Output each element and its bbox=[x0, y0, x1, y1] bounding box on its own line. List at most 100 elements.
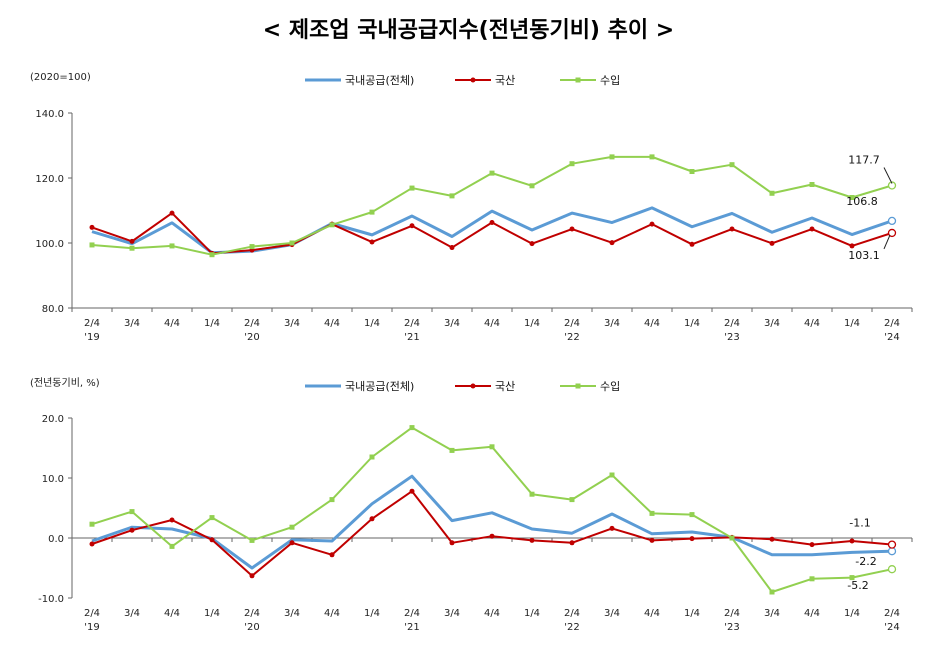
data-point bbox=[329, 222, 335, 228]
x-tick-label: 4/4 bbox=[164, 608, 180, 619]
data-point bbox=[369, 516, 375, 522]
x-tick-label: 3/4 bbox=[444, 608, 460, 619]
data-point bbox=[449, 245, 455, 251]
data-point bbox=[249, 537, 255, 543]
x-tick-label: 2/4 bbox=[564, 608, 580, 619]
data-point bbox=[289, 240, 295, 246]
data-point bbox=[89, 521, 95, 527]
data-point bbox=[809, 226, 815, 232]
data-point bbox=[129, 245, 135, 251]
data-point bbox=[369, 209, 375, 215]
data-point bbox=[649, 221, 655, 227]
data-label-leader bbox=[883, 167, 893, 184]
data-point bbox=[689, 241, 695, 247]
data-point bbox=[289, 540, 295, 546]
legend-marker bbox=[470, 383, 476, 389]
x-tick-label: 1/4 bbox=[364, 608, 380, 619]
x-tick-label: 1/4 bbox=[204, 608, 220, 619]
data-point bbox=[369, 239, 375, 245]
x-tick-label: 2/4 bbox=[884, 318, 900, 329]
year-label: '23 bbox=[724, 622, 739, 633]
x-tick-label: 1/4 bbox=[524, 608, 540, 619]
data-label: 103.1 bbox=[848, 249, 880, 262]
y-tick-label: 140.0 bbox=[35, 109, 64, 120]
unit-label: (전년동기비, %) bbox=[30, 377, 100, 389]
y-tick-label: -10.0 bbox=[38, 594, 64, 605]
x-tick-label: 3/4 bbox=[764, 608, 780, 619]
data-point bbox=[769, 240, 775, 246]
data-point-last bbox=[887, 228, 897, 238]
series-line bbox=[91, 426, 893, 593]
data-point bbox=[689, 169, 695, 174]
year-label: '20 bbox=[244, 332, 259, 343]
data-point bbox=[729, 162, 735, 168]
page-title: < 제조업 국내공급지수(전년동기비) 추이 > bbox=[262, 18, 675, 43]
legend-marker bbox=[470, 77, 476, 83]
series-import bbox=[89, 154, 897, 258]
data-point bbox=[649, 537, 655, 543]
data-point bbox=[769, 536, 775, 542]
data-point bbox=[489, 444, 495, 450]
y-tick-label: 0.0 bbox=[48, 534, 64, 545]
x-tick-label: 4/4 bbox=[804, 318, 820, 329]
legend-item-import: 수입 bbox=[560, 380, 620, 393]
data-point bbox=[649, 154, 655, 160]
data-point bbox=[289, 524, 295, 530]
year-label: '22 bbox=[564, 622, 579, 633]
legend-label: 수입 bbox=[600, 380, 620, 393]
data-point bbox=[409, 488, 415, 494]
unit-label: (2020=100) bbox=[30, 72, 91, 83]
data-point bbox=[409, 185, 415, 191]
year-label: '23 bbox=[724, 332, 739, 343]
data-point bbox=[129, 509, 135, 515]
data-point bbox=[809, 576, 815, 582]
data-point bbox=[849, 243, 855, 249]
y-tick-label: 100.0 bbox=[35, 239, 64, 250]
data-point bbox=[569, 497, 575, 503]
x-tick-label: 1/4 bbox=[844, 608, 860, 619]
year-label: '24 bbox=[884, 332, 899, 343]
x-tick-label: 2/4 bbox=[84, 608, 100, 619]
legend-marker bbox=[575, 383, 581, 389]
x-tick-label: 1/4 bbox=[844, 318, 860, 329]
data-point bbox=[409, 223, 415, 229]
x-tick-label: 3/4 bbox=[764, 318, 780, 329]
data-point bbox=[329, 497, 335, 503]
year-label: '22 bbox=[564, 332, 579, 343]
y-tick-label: 120.0 bbox=[35, 174, 64, 185]
data-point bbox=[489, 533, 495, 539]
data-label: 117.7 bbox=[848, 153, 880, 166]
legend-label: 국산 bbox=[495, 74, 515, 87]
year-label: '19 bbox=[84, 622, 99, 633]
x-tick-label: 2/4 bbox=[724, 608, 740, 619]
legend-item-domestic_product: 국산 bbox=[455, 380, 515, 393]
x-tick-label: 4/4 bbox=[484, 608, 500, 619]
data-point bbox=[569, 226, 575, 232]
x-tick-label: 2/4 bbox=[404, 608, 420, 619]
data-point bbox=[129, 527, 135, 533]
data-point bbox=[809, 182, 815, 187]
data-point bbox=[369, 454, 375, 460]
data-point bbox=[609, 525, 615, 531]
data-point bbox=[649, 510, 655, 516]
data-point bbox=[849, 195, 855, 200]
x-tick-label: 4/4 bbox=[324, 318, 340, 329]
data-point bbox=[609, 472, 615, 478]
data-point bbox=[489, 220, 495, 226]
series-line bbox=[91, 206, 893, 255]
legend-label: 국산 bbox=[495, 380, 515, 393]
x-tick-label: 4/4 bbox=[484, 318, 500, 329]
data-point bbox=[249, 244, 255, 250]
data-label: -5.2 bbox=[847, 579, 868, 592]
data-point bbox=[609, 154, 615, 160]
x-tick-label: 2/4 bbox=[244, 318, 260, 329]
data-point bbox=[169, 517, 175, 523]
data-point bbox=[769, 190, 775, 196]
data-point-last bbox=[887, 547, 897, 556]
legend-item-domestic_total: 국내공급(전체) bbox=[305, 380, 414, 393]
year-label: '20 bbox=[244, 622, 259, 633]
chart-2: (전년동기비, %) 국내공급(전체) 국산 수입 20.0 10.0 0.0 -10.0 2/… bbox=[30, 377, 913, 633]
x-tick-label: 1/4 bbox=[684, 318, 700, 329]
legend-label: 수입 bbox=[600, 74, 620, 87]
